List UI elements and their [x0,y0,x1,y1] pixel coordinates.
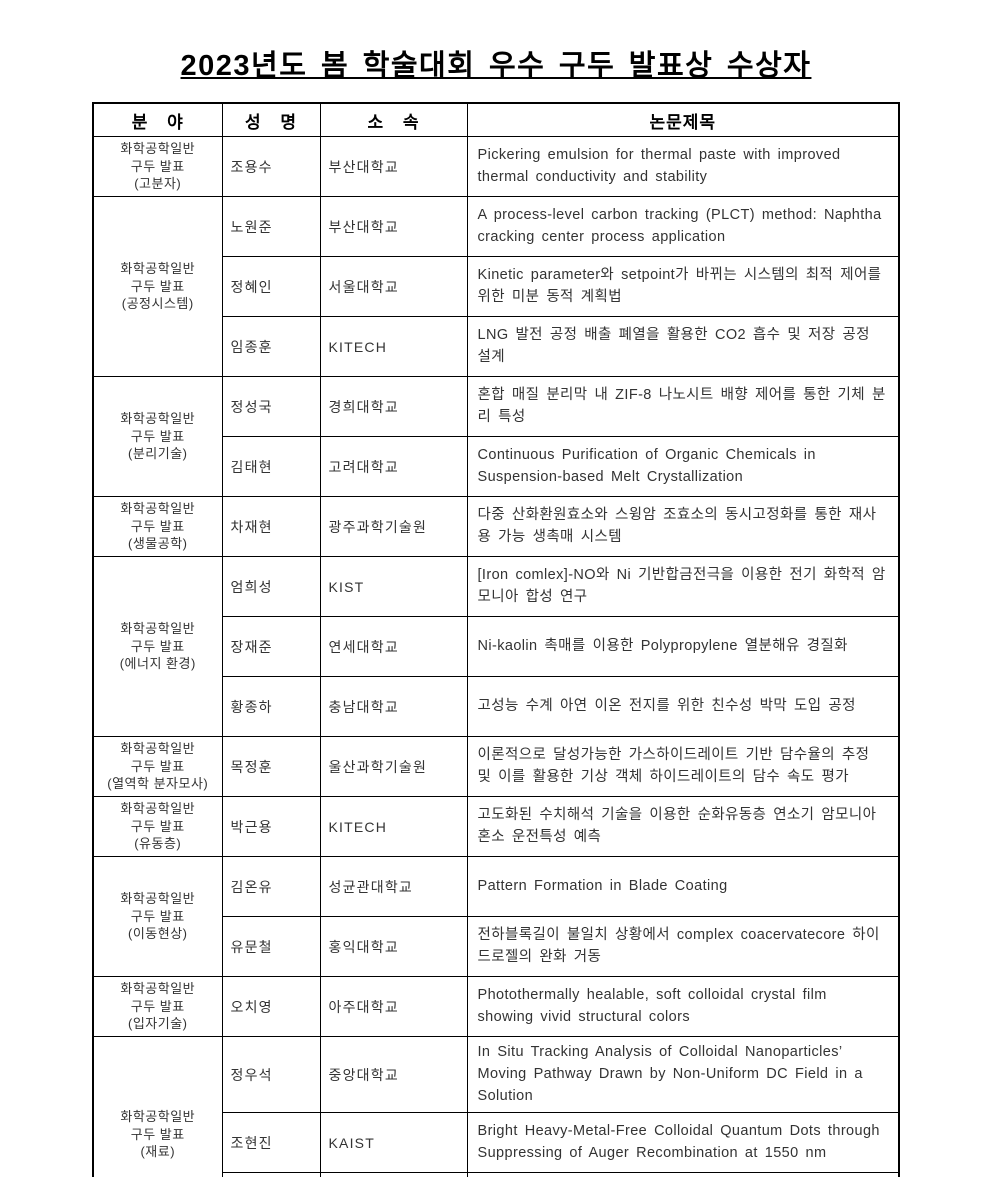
table-row: 황종하 충남대학교 고성능 수계 아연 이온 전지를 위한 친수성 박막 도입 … [93,676,900,737]
affiliation-cell: 서울대학교 [319,256,468,317]
table-row: 화학공학일반 구두 발표 (열역학 분자모사) 목정훈 울산과학기술원 이론적으… [92,736,900,797]
name-cell: 목정훈 [221,736,321,797]
affiliation-cell: KITECH [319,796,468,857]
paper-title-cell: 고도화된 수치해석 기술을 이용한 순화유동층 연소기 암모니아 혼소 운전특성… [466,796,900,857]
name-cell: 박근용 [221,796,321,857]
paper-title-cell: Photothermally healable, soft colloidal … [466,976,900,1037]
header-field: 분 야 [92,102,223,137]
affiliation-cell: 충남대학교 [319,676,468,737]
table-row: 유문철 홍익대학교 전하블록길이 불일치 상황에서 complex coacer… [93,916,900,977]
name-cell: 김온유 [221,856,321,917]
affiliation-cell: 아주대학교 [319,976,468,1037]
paper-title-cell: A process-level carbon tracking (PLCT) m… [466,196,900,257]
table-row: 화학공학일반 구두 발표 (고분자) 조용수 부산대학교 Pickering e… [92,136,900,197]
name-cell: 정성국 [221,376,321,437]
table-row: 화학공학일반 구두 발표 (에너지 환경) 엄희성 KIST [Iron com… [92,556,900,737]
name-cell: 조용수 [221,136,321,197]
table-row: 정혜인 서울대학교 Kinetic parameter와 setpoint가 바… [93,256,900,317]
field-cell: 화학공학일반 구두 발표 (열역학 분자모사) [92,736,223,797]
table-row: 임종훈 KITECH LNG 발전 공정 배출 폐열을 활용한 CO2 흡수 및… [93,316,900,377]
paper-title-cell: LNG 발전 공정 배출 폐열을 활용한 CO2 흡수 및 저장 공정 설계 [466,316,900,377]
table-row: 화학공학일반 구두 발표 (재료) 정우석 중앙대학교 In Situ Trac… [92,1035,900,1177]
paper-title-cell: Bright Heavy-Metal-Free Colloidal Quantu… [466,1112,900,1174]
affiliation-cell: 울산과학기술원 [319,736,468,797]
affiliation-cell: 홍익대학교 [319,916,468,977]
name-cell: 장재준 [221,616,321,677]
paper-title-cell: [Iron comlex]-NO와 Ni 기반합금전극을 이용한 전기 화학적 … [466,556,900,617]
affiliation-cell: KIST [319,556,468,617]
affiliation-cell: 중앙대학교 [319,1035,468,1114]
name-cell: 김태현 [221,436,321,497]
paper-title-cell: 머신러닝을 통한 리튬이온전지용 고체 전해질 신 물질 초고속 탐색 [466,1172,900,1177]
affiliation-cell: 부산대학교 [319,196,468,257]
paper-title-cell: Kinetic parameter와 setpoint가 바뀌는 시스템의 최적… [466,256,900,317]
paper-title-cell: Pattern Formation in Blade Coating [466,856,900,917]
header-paper-title: 논문제목 [466,102,900,137]
table-row: 김종승 서강대학교 머신러닝을 통한 리튬이온전지용 고체 전해질 신 물질 초… [93,1172,900,1177]
table-row: 김태현 고려대학교 Continuous Purification of Org… [93,436,900,497]
paper-title-cell: Pickering emulsion for thermal paste wit… [466,136,900,197]
name-cell: 노원준 [221,196,321,257]
table-row: 화학공학일반 구두 발표 (생물공학) 차재현 광주과학기술원 다중 산화환원효… [92,496,900,557]
field-cell: 화학공학일반 구두 발표 (재료) [92,1035,223,1177]
paper-title-cell: Continuous Purification of Organic Chemi… [466,436,900,497]
affiliation-cell: 고려대학교 [319,436,468,497]
paper-title-cell: 이론적으로 달성가능한 가스하이드레이트 기반 담수율의 추정 및 이를 활용한… [466,736,900,797]
name-cell: 엄희성 [221,556,321,617]
paper-title-cell: 다중 산화환원효소와 스윙암 조효소의 동시고정화를 통한 재사용 가능 생촉매… [466,496,900,557]
affiliation-cell: 연세대학교 [319,616,468,677]
affiliation-cell: KAIST [319,1112,468,1174]
table-row: 조현진 KAIST Bright Heavy-Metal-Free Colloi… [93,1112,900,1174]
field-cell: 화학공학일반 구두 발표 (유동층) [92,796,223,857]
header-name: 성 명 [221,102,321,137]
document-title: 2023년도 봄 학술대회 우수 구두 발표상 수상자 [180,50,812,82]
field-cell: 화학공학일반 구두 발표 (이동현상) [92,856,223,977]
affiliation-cell: 서강대학교 [319,1172,468,1177]
affiliation-cell: KITECH [319,316,468,377]
name-cell: 오치영 [221,976,321,1037]
name-cell: 조현진 [221,1112,321,1174]
paper-title-cell: 고성능 수계 아연 이온 전지를 위한 친수성 박막 도입 공정 [466,676,900,737]
table-row: 화학공학일반 구두 발표 (공정시스템) 노원준 부산대학교 A process… [92,196,900,377]
table-row: 장재준 연세대학교 Ni-kaolin 촉매를 이용한 Polypropylen… [93,616,900,677]
paper-title-cell: 전하블록길이 불일치 상황에서 complex coacervatecore 하… [466,916,900,977]
field-cell: 화학공학일반 구두 발표 (분리기술) [92,376,223,497]
field-cell: 화학공학일반 구두 발표 (공정시스템) [92,196,223,377]
name-cell: 유문철 [221,916,321,977]
paper-title-cell: In Situ Tracking Analysis of Colloidal N… [466,1035,900,1114]
table-row: 화학공학일반 구두 발표 (이동현상) 김온유 성균관대학교 Pattern F… [92,856,900,977]
awards-table: 분 야 성 명 소 속 논문제목 화학공학일반 구두 발표 (고분자) 조용수 … [92,102,900,1177]
table-row: 화학공학일반 구두 발표 (분리기술) 정성국 경희대학교 혼합 매질 분리막 … [92,376,900,497]
paper-title-cell: Ni-kaolin 촉매를 이용한 Polypropylene 열분해유 경질화 [466,616,900,677]
field-cell: 화학공학일반 구두 발표 (생물공학) [92,496,223,557]
affiliation-cell: 성균관대학교 [319,856,468,917]
name-cell: 차재현 [221,496,321,557]
affiliation-cell: 경희대학교 [319,376,468,437]
name-cell: 김종승 [221,1172,321,1177]
header-row: 분 야 성 명 소 속 논문제목 [92,102,900,137]
table-row: 화학공학일반 구두 발표 (유동층) 박근용 KITECH 고도화된 수치해석 … [92,796,900,857]
affiliation-cell: 광주과학기술원 [319,496,468,557]
affiliation-cell: 부산대학교 [319,136,468,197]
field-cell: 화학공학일반 구두 발표 (에너지 환경) [92,556,223,737]
name-cell: 임종훈 [221,316,321,377]
paper-title-cell: 혼합 매질 분리막 내 ZIF-8 나노시트 배향 제어를 통한 기체 분리 특… [466,376,900,437]
name-cell: 정혜인 [221,256,321,317]
name-cell: 정우석 [221,1035,321,1114]
field-cell: 화학공학일반 구두 발표 (고분자) [92,136,223,197]
name-cell: 황종하 [221,676,321,737]
header-affiliation: 소 속 [319,102,468,137]
field-cell: 화학공학일반 구두 발표 (입자기술) [92,976,223,1037]
table-row: 화학공학일반 구두 발표 (입자기술) 오치영 아주대학교 Phototherm… [92,976,900,1037]
